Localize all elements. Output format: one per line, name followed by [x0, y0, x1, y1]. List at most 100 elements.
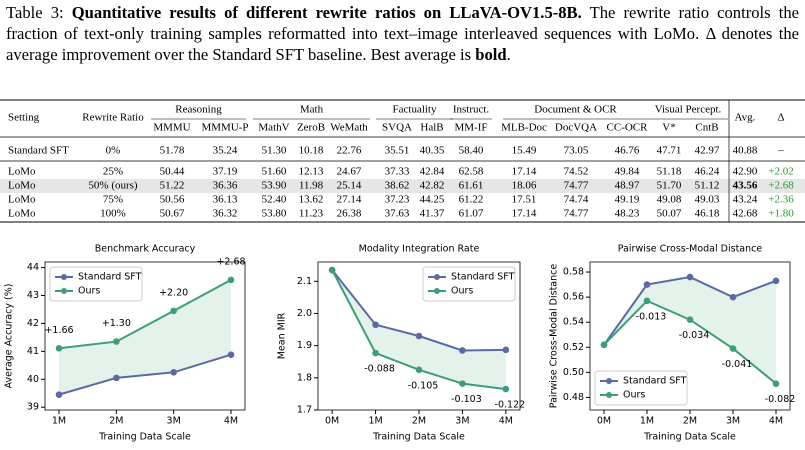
series-line [58, 278, 232, 350]
table-cell: 50.56 [160, 194, 185, 206]
table-cell: 74.52 [564, 166, 589, 178]
caption-label: Table 3: [6, 3, 64, 22]
table-cell: 58.40 [459, 145, 484, 157]
x-tick-label: 1M [52, 416, 66, 427]
table-cell: 36.36 [213, 180, 238, 192]
point [55, 391, 63, 398]
table-cell: +2.68 [768, 180, 794, 192]
point [772, 380, 780, 387]
table-cell: LoMo [8, 208, 36, 220]
table-cell: 44.25 [420, 194, 445, 206]
plot-frame [44, 261, 246, 411]
annotation: -0.088 [364, 364, 395, 375]
table-cell: 37.23 [385, 194, 410, 206]
column-header: SVQA [382, 122, 412, 134]
table-cell: 12.13 [299, 166, 324, 178]
x-tick-label: 2M [683, 416, 697, 427]
column-header: Δ [777, 112, 784, 124]
column-header: MLB-Doc [501, 122, 547, 134]
table-cell: 15.49 [512, 145, 537, 157]
point [459, 347, 466, 354]
table-cell: 75% [103, 194, 123, 206]
gap-fill [59, 279, 231, 395]
group-header: Instruct. [453, 104, 490, 116]
legend-label: Standard SFT [78, 272, 142, 283]
point [415, 366, 423, 374]
table-cell: +2.02 [768, 166, 793, 178]
point [227, 351, 235, 359]
annotation: +2.68 [216, 256, 245, 267]
table-cell: 11.23 [299, 208, 324, 220]
column-header: Setting [8, 112, 40, 124]
table-cell: 48.97 [615, 180, 640, 192]
column-header: MMMU [153, 122, 190, 134]
table-cell: 51.70 [657, 180, 682, 192]
table-cell: 48.23 [615, 208, 640, 220]
caption-bold: bold [475, 45, 507, 64]
table-cell: 17.14 [512, 208, 537, 220]
x-tick-label: 2M [109, 416, 123, 427]
table-cell: 49.84 [615, 166, 640, 178]
y-tick-label: 0.52 [563, 342, 584, 353]
legend-label: Ours [623, 390, 645, 401]
point [328, 266, 336, 274]
column-header: MM-IF [454, 122, 487, 134]
gap-fill [332, 270, 506, 390]
chart: Modality Integration Rate Training Data S… [277, 244, 526, 443]
table-cell: 49.03 [695, 194, 720, 206]
point [686, 316, 694, 323]
table-cell: 50.07 [657, 208, 682, 220]
table-cell: – [777, 145, 784, 157]
table-cell: 43.56 [733, 180, 758, 192]
table-cell: 53.80 [262, 208, 287, 220]
legend-marker [61, 288, 67, 294]
table-cell: 73.05 [564, 145, 589, 157]
table-cell: 51.22 [160, 180, 185, 192]
table-cell: 41.37 [420, 208, 445, 220]
x-tick-label: 1M [368, 416, 382, 427]
y-axis-label: Average Accuracy (%) [4, 284, 15, 389]
table: Setting Rewrite Ratio Avg. Δ Reasoning MMMU MM… [0, 99, 805, 223]
annotation: -0.103 [451, 394, 482, 405]
table-cell: 61.22 [459, 194, 484, 206]
annotation: -0.034 [679, 330, 710, 341]
table-cell: 38.62 [385, 180, 410, 192]
y-tick-label: 0.48 [563, 392, 584, 403]
chart: Pairwise Cross-Modal Distance Training Da… [549, 244, 796, 443]
table-cell: 46.76 [615, 145, 640, 157]
point [772, 277, 780, 285]
table-cell: +1.80 [768, 208, 794, 220]
column-header: CntB [695, 122, 718, 134]
column-header: CC-OCR [607, 122, 649, 134]
legend-box [422, 266, 516, 302]
table-cell: 43.24 [733, 194, 758, 206]
y-axis-label: Mean MIR [277, 312, 288, 359]
table-cell: 74.77 [564, 180, 589, 192]
table-cell: 37.63 [385, 208, 410, 220]
table-cell: 62.58 [459, 166, 484, 178]
caption-text: The rewrite ratio controls the fraction … [6, 3, 799, 64]
x-axis-label: Training Data Scale [643, 432, 736, 443]
table-cell: 51.60 [262, 166, 287, 178]
caption: Table 3: Quantitative results of differe… [6, 2, 799, 65]
column-header: WeMath [330, 122, 368, 134]
y-axis-label: Pairwise Cross-Modal Distance [549, 264, 560, 409]
column-header: HalB [420, 122, 443, 134]
table-cell: 42.84 [420, 166, 445, 178]
column-header: ZeroB [297, 122, 325, 134]
x-tick-label: 4M [224, 416, 238, 427]
point [415, 332, 423, 340]
chart: Benchmark Accuracy Training Data Scale Ave… [4, 244, 246, 443]
x-tick-label: 1M [640, 416, 654, 427]
column-header: MathV [258, 122, 289, 134]
table-cell: 26.38 [337, 208, 362, 220]
column-header: Avg. [735, 112, 756, 124]
point [729, 293, 737, 301]
legend-marker [434, 274, 440, 280]
table-cell: 10.18 [299, 145, 324, 157]
point [686, 273, 694, 281]
y-tick-label: 39 [27, 402, 39, 413]
gap-fill [604, 277, 776, 384]
point [502, 385, 510, 393]
table-cell: 49.19 [615, 194, 640, 206]
